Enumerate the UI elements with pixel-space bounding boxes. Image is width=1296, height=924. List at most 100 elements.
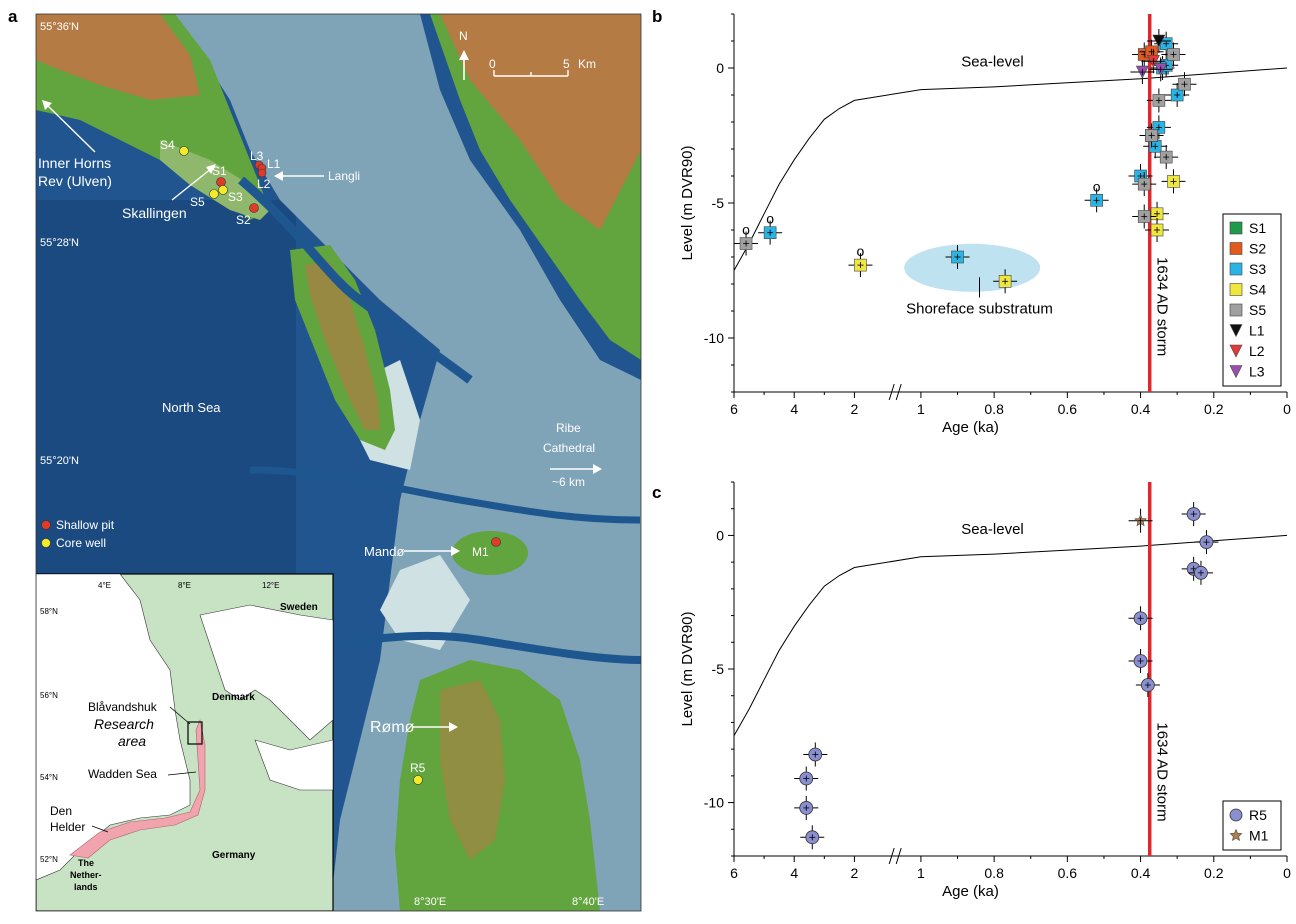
data-point xyxy=(734,231,759,256)
romo-label: Rømø xyxy=(370,719,415,736)
data-point xyxy=(1161,42,1186,67)
site-label-s5: S5 xyxy=(190,195,205,209)
legend-label: M1 xyxy=(1249,828,1269,844)
legend-marker xyxy=(1229,828,1243,842)
map-panel: 55°36'N 55°28'N 55°20'N 8°30'E 8°40'E N … xyxy=(36,14,641,911)
y-tick-label: -10 xyxy=(704,330,724,346)
legend-marker xyxy=(1229,344,1243,358)
x-tick-label: 4 xyxy=(790,401,798,417)
data-point xyxy=(1132,204,1157,229)
data-point xyxy=(945,245,970,269)
inset-wadden-pointer xyxy=(167,771,197,776)
x-tick-label: 0 xyxy=(1283,401,1291,417)
legend-label: S3 xyxy=(1249,261,1266,277)
lat-label-55-28: 55°28'N xyxy=(40,237,79,249)
legend-marker xyxy=(1229,262,1243,276)
inset-denmark-label: Denmark xyxy=(212,692,255,703)
outlier-mark: o xyxy=(742,222,750,238)
legend-marker xyxy=(1229,808,1243,822)
legend-label: R5 xyxy=(1249,807,1267,823)
site-label-l3: L3 xyxy=(250,149,264,163)
x-tick-label: 0.6 xyxy=(1058,401,1078,417)
data-point xyxy=(800,825,825,850)
rev-ulven-label: Rev (Ulven) xyxy=(38,173,112,189)
mando-label: Mandø xyxy=(364,544,405,559)
panel-letter-b: b xyxy=(652,7,662,26)
panel-letter-a: a xyxy=(8,7,18,26)
legend-label: L3 xyxy=(1249,364,1265,380)
y-axis-title: Level (m DVR90) xyxy=(679,611,696,726)
legend-label: S4 xyxy=(1249,282,1266,298)
legend-marker xyxy=(1229,221,1243,235)
legend-shallow-pit-marker xyxy=(41,520,51,530)
romo-arrowhead-icon xyxy=(449,722,458,732)
scale-end-label: 5 xyxy=(563,57,570,71)
inner-horns-arrow xyxy=(45,103,96,153)
site-marker-s1 xyxy=(216,177,226,187)
inset-lat-58n: 58°N xyxy=(40,607,58,616)
skallingen-arrowhead-icon xyxy=(206,164,216,174)
inset-research-area-box xyxy=(187,721,203,745)
data-point xyxy=(1145,218,1170,242)
data-point xyxy=(1128,606,1153,631)
mando-island xyxy=(452,531,528,575)
data-point xyxy=(1146,88,1171,113)
romo-dunes xyxy=(440,680,505,860)
legend-marker xyxy=(1229,283,1243,296)
chart-panel-b: 0 -5 -10 6 4 2 1 0.8 0.6 0.4 0.2 0 Age (ka) Level (m … xyxy=(679,13,1291,436)
x-tick-label: 1 xyxy=(917,401,925,417)
data-point xyxy=(1165,83,1190,107)
x-tick-label: 6 xyxy=(730,401,738,417)
site-marker-s3 xyxy=(218,185,228,195)
storm-line-label: 1634 AD storm xyxy=(1154,722,1171,821)
site-label-m1: M1 xyxy=(472,545,489,559)
site-label-r5: R5 xyxy=(410,761,426,775)
tidal-channel-juvre xyxy=(299,631,641,664)
inner-horns-arrowhead-icon xyxy=(42,100,52,110)
site-marker-l2 xyxy=(257,168,267,178)
site-label-l1: L1 xyxy=(267,157,281,171)
inset-helder-pointer xyxy=(91,825,109,833)
inset-sweden-label: Sweden xyxy=(280,602,318,613)
north-label: N xyxy=(459,29,468,43)
x-tick-label: 1 xyxy=(917,865,925,881)
langli-arrowhead-icon xyxy=(274,171,283,181)
chart-panel-c: 0 -5 -10 6 4 2 1 0.8 0.6 0.4 0.2 0 Age (ka) Level (m … xyxy=(679,481,1291,900)
x-tick-label: 6 xyxy=(730,865,738,881)
legend-marker xyxy=(1229,242,1243,255)
mando-arrowhead-icon xyxy=(451,546,460,556)
sea-level-label: Sea-level xyxy=(961,54,1024,71)
legend-label: S5 xyxy=(1249,302,1266,318)
x-tick-label: 2 xyxy=(851,865,859,881)
lon-label-8-40: 8°40'E xyxy=(572,896,604,908)
x-tick-label: 4 xyxy=(790,865,798,881)
x-tick-label: 0.6 xyxy=(1058,865,1078,881)
y-axis-title: Level (m DVR90) xyxy=(679,145,696,260)
x-tick-label: 0.2 xyxy=(1204,865,1224,881)
skallingen-arrow xyxy=(171,167,213,201)
y-tick-label: -5 xyxy=(712,195,725,211)
inset-skagerrak xyxy=(199,604,333,741)
sea-level-curve xyxy=(733,534,1288,737)
legend-marker xyxy=(1229,303,1243,317)
fano-dunes xyxy=(305,262,380,430)
data-point xyxy=(1154,145,1179,170)
map-frame xyxy=(35,13,642,912)
inset-lat-56n: 56°N xyxy=(40,691,58,700)
data-point xyxy=(803,742,828,767)
x-tick-label: 0.8 xyxy=(984,401,1004,417)
legend-label: L2 xyxy=(1249,343,1265,359)
site-label-s1: S1 xyxy=(212,164,227,178)
langli-label: Langli xyxy=(328,169,360,183)
sea-level-curve xyxy=(733,67,1288,271)
site-marker-s2 xyxy=(249,203,259,213)
outlier-mark: o xyxy=(857,243,865,259)
data-point xyxy=(1188,560,1213,585)
data-point xyxy=(1194,530,1219,555)
data-point xyxy=(1181,502,1206,527)
legend-marker xyxy=(1229,324,1243,338)
inset-lon-4e: 4°E xyxy=(98,581,111,590)
site-label-s4: S4 xyxy=(160,138,175,152)
x-tick-label: 0.4 xyxy=(1131,865,1151,881)
